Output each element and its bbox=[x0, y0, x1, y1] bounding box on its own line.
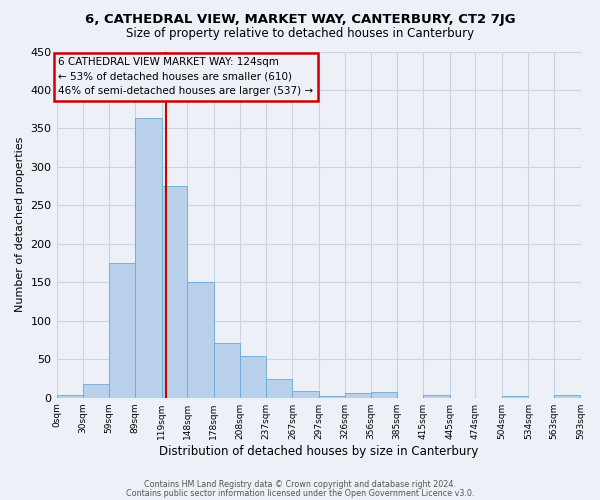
Bar bbox=[135, 118, 161, 398]
Bar bbox=[161, 186, 187, 398]
Bar bbox=[83, 384, 109, 398]
Text: 6, CATHEDRAL VIEW, MARKET WAY, CANTERBURY, CT2 7JG: 6, CATHEDRAL VIEW, MARKET WAY, CANTERBUR… bbox=[85, 12, 515, 26]
Bar bbox=[502, 396, 529, 398]
Bar bbox=[554, 396, 580, 398]
Text: Contains HM Land Registry data © Crown copyright and database right 2024.: Contains HM Land Registry data © Crown c… bbox=[144, 480, 456, 489]
Bar bbox=[371, 392, 397, 398]
Bar bbox=[319, 396, 344, 398]
Bar bbox=[266, 379, 292, 398]
Bar bbox=[241, 356, 266, 398]
X-axis label: Distribution of detached houses by size in Canterbury: Distribution of detached houses by size … bbox=[159, 444, 478, 458]
Y-axis label: Number of detached properties: Number of detached properties bbox=[15, 137, 25, 312]
Bar bbox=[109, 263, 135, 398]
Bar bbox=[214, 343, 241, 398]
Text: Size of property relative to detached houses in Canterbury: Size of property relative to detached ho… bbox=[126, 28, 474, 40]
Bar bbox=[344, 393, 371, 398]
Bar bbox=[56, 396, 83, 398]
Bar bbox=[292, 391, 319, 398]
Bar bbox=[187, 282, 214, 398]
Bar bbox=[423, 396, 450, 398]
Text: Contains public sector information licensed under the Open Government Licence v3: Contains public sector information licen… bbox=[126, 488, 474, 498]
Text: 6 CATHEDRAL VIEW MARKET WAY: 124sqm
← 53% of detached houses are smaller (610)
4: 6 CATHEDRAL VIEW MARKET WAY: 124sqm ← 53… bbox=[58, 57, 313, 96]
